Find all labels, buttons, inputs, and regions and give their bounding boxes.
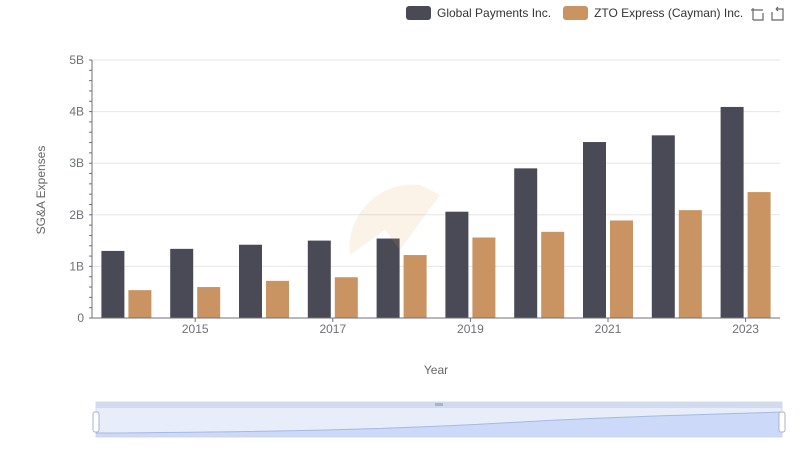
data-zoom-grip[interactable] [435,403,443,406]
y-tick-label: 4B [69,105,84,119]
y-tick-label: 3B [69,156,84,170]
y-axis-label: SG&A Expenses [34,145,48,235]
bar-global-payments-2016[interactable] [239,244,262,318]
bar-zto-express-2023[interactable] [747,192,771,318]
bar-zto-express-2015[interactable] [197,287,221,318]
legend-label-global-payments: Global Payments Inc. [437,6,552,20]
bar-zto-express-2020[interactable] [541,231,565,318]
x-tick-label: 2023 [732,322,759,336]
legend-item-zto-express[interactable]: ZTO Express (Cayman) Inc. [563,6,743,20]
bar-zto-express-2017[interactable] [334,277,358,318]
bar-global-payments-2019[interactable] [445,211,469,318]
bar-global-payments-2023[interactable] [720,106,744,319]
y-tick-label: 1B [69,259,84,273]
data-zoom-line [95,411,783,434]
x-tick-label: 2015 [182,322,209,336]
x-tick-label: 2019 [457,322,484,336]
y-tick-label: 2B [69,208,84,222]
tick-labels: 0 1B 2B 3B 4B 5B 2015 2017 2019 2021 2023 [69,53,759,336]
data-zoom-slider [92,401,786,438]
axes [89,59,780,322]
bar-global-payments-2021[interactable] [583,142,606,318]
legend: Global Payments Inc. ZTO Express (Cayman… [406,4,755,22]
restore-icon[interactable] [768,5,786,23]
y-tick-label: 0 [77,311,84,325]
bar-global-payments-2020[interactable] [514,168,538,318]
bar-zto-express-2014[interactable] [128,290,152,318]
y-tick-label: 5B [69,53,84,67]
bar-zto-express-2018[interactable] [403,255,427,318]
legend-swatch-zto-express [563,6,589,20]
bar-global-payments-2017[interactable] [307,240,331,318]
bar-global-payments-2022[interactable] [651,135,675,318]
data-zoom-handle-right[interactable] [778,411,786,433]
legend-item-global-payments[interactable]: Global Payments Inc. [406,6,551,20]
toolbox [746,5,786,23]
x-axis-label: Year [423,363,449,377]
bar-global-payments-2015[interactable] [170,248,194,318]
legend-label-zto-express: ZTO Express (Cayman) Inc. [594,6,744,20]
x-tick-label: 2017 [319,322,346,336]
bar-global-payments-2018[interactable] [376,238,400,318]
bar-zto-express-2022[interactable] [678,210,702,318]
watermark-logo-icon [349,184,440,255]
legend-swatch-global-payments [406,6,431,20]
x-tick-label: 2021 [595,322,622,336]
zoom-icon[interactable] [748,5,766,23]
bar-zto-express-2021[interactable] [610,220,633,318]
bar-zto-express-2019[interactable] [472,237,496,318]
bar-global-payments-2014[interactable] [101,250,125,318]
bars [101,106,771,319]
bar-zto-express-2016[interactable] [266,280,289,318]
data-zoom-handle-left[interactable] [92,411,100,433]
data-zoom-area [96,412,782,437]
